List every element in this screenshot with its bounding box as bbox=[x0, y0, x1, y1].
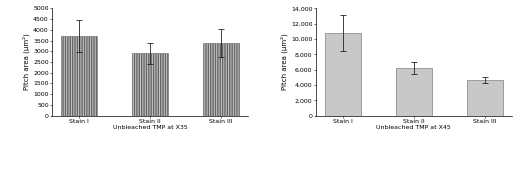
X-axis label: Unbleached TMP at X35: Unbleached TMP at X35 bbox=[113, 125, 187, 130]
X-axis label: Unbleached TMP at X45: Unbleached TMP at X45 bbox=[376, 125, 451, 130]
Bar bbox=[325, 33, 361, 116]
Bar bbox=[467, 80, 503, 116]
Bar bbox=[203, 43, 239, 116]
Bar bbox=[61, 36, 97, 116]
Bar bbox=[396, 68, 432, 116]
Bar bbox=[132, 54, 168, 116]
Y-axis label: Pitch area (μm²): Pitch area (μm²) bbox=[23, 34, 30, 90]
Y-axis label: Pitch area (μm²): Pitch area (μm²) bbox=[281, 34, 288, 90]
